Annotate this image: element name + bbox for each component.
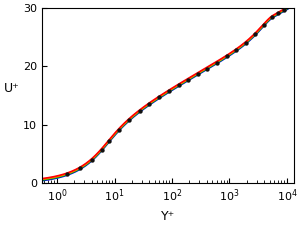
Point [186,78,191,81]
Point [65,172,69,176]
Point [224,54,229,58]
Y-axis label: U⁺: U⁺ [4,82,20,96]
Point [243,41,248,45]
Point [78,166,82,170]
Point [204,67,209,70]
Point [117,128,121,131]
Point [107,139,111,143]
Point [214,61,219,64]
Point [138,109,143,112]
Point [282,8,287,12]
Point [270,15,275,19]
Point [253,32,258,36]
Point [195,72,200,76]
X-axis label: Y⁺: Y⁺ [161,210,175,223]
Point [127,118,132,121]
Point [99,148,104,151]
Point [157,95,162,99]
Point [147,102,152,106]
Point [176,83,181,87]
Point [89,158,94,162]
Point [262,23,267,26]
Point [234,48,239,52]
Point [276,12,281,15]
Point [167,89,172,93]
